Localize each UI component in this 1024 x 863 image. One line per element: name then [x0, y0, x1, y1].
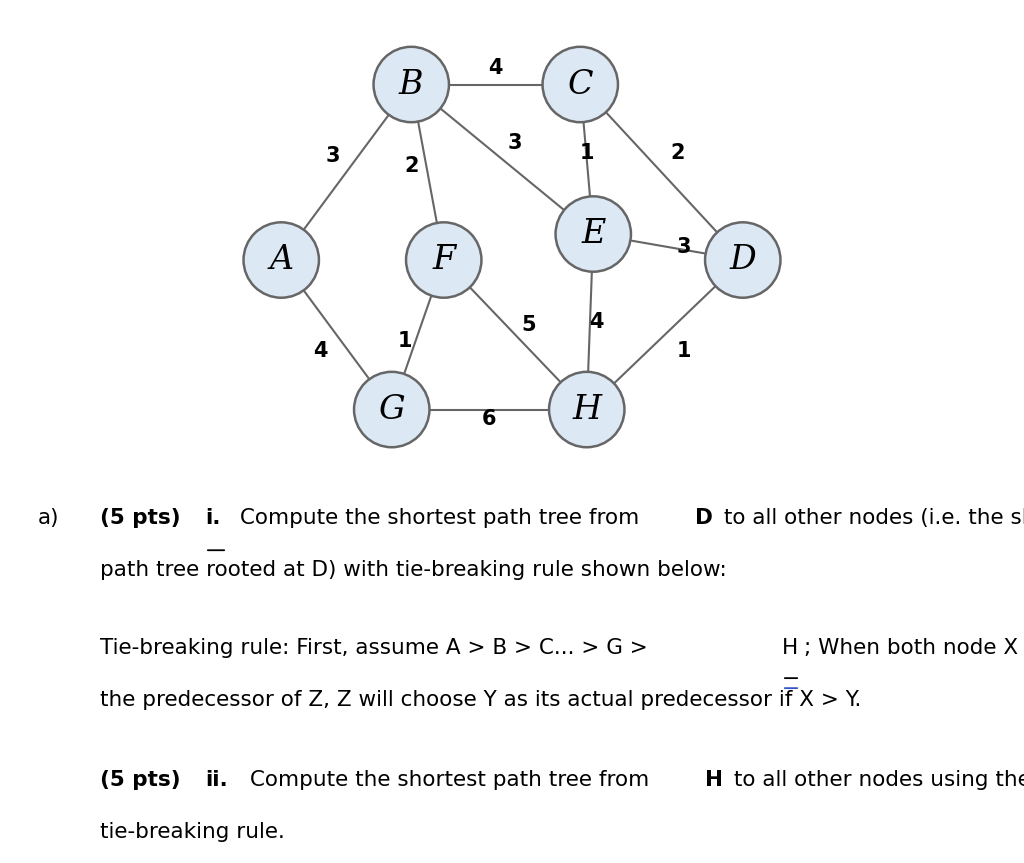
Text: 1: 1: [580, 142, 594, 163]
Text: (5 pts): (5 pts): [100, 508, 188, 528]
Text: D: D: [695, 508, 713, 528]
Text: 1: 1: [677, 341, 691, 361]
Text: E: E: [581, 218, 605, 250]
Text: 3: 3: [677, 237, 691, 257]
Text: to all other nodes (i.e. the shortest: to all other nodes (i.e. the shortest: [717, 508, 1024, 528]
Text: H: H: [572, 394, 601, 425]
Circle shape: [543, 47, 617, 123]
Text: tie-breaking rule.: tie-breaking rule.: [100, 822, 285, 842]
Text: Compute the shortest path tree from: Compute the shortest path tree from: [233, 508, 646, 528]
Text: C: C: [567, 68, 593, 100]
Text: 1: 1: [397, 331, 412, 351]
Text: Compute the shortest path tree from: Compute the shortest path tree from: [243, 770, 656, 790]
Text: 3: 3: [508, 133, 522, 153]
Circle shape: [556, 196, 631, 272]
Text: 4: 4: [589, 312, 604, 331]
Text: B: B: [399, 68, 424, 100]
Text: 4: 4: [488, 59, 503, 79]
Text: 3: 3: [326, 146, 341, 166]
Text: 6: 6: [482, 409, 497, 429]
Text: Tie-breaking rule: First, assume A > B > C... > G >: Tie-breaking rule: First, assume A > B >…: [100, 638, 654, 658]
Circle shape: [244, 223, 318, 298]
Text: a): a): [38, 508, 59, 528]
Text: 5: 5: [521, 315, 536, 335]
Text: (5 pts): (5 pts): [100, 770, 188, 790]
Text: 2: 2: [671, 142, 685, 163]
Circle shape: [549, 372, 625, 447]
Text: ii.: ii.: [205, 770, 227, 790]
Text: 2: 2: [404, 155, 419, 176]
Text: H: H: [705, 770, 723, 790]
Text: ; When both node X and Y can be: ; When both node X and Y can be: [804, 638, 1024, 658]
Text: F: F: [432, 244, 456, 276]
Text: path tree rooted at D) with tie-breaking rule shown below:: path tree rooted at D) with tie-breaking…: [100, 560, 727, 580]
Circle shape: [407, 223, 481, 298]
Text: 4: 4: [313, 341, 328, 361]
Circle shape: [354, 372, 429, 447]
Text: G: G: [379, 394, 406, 425]
Text: the predecessor of Z, Z will choose Y as its actual predecessor if X > Y.: the predecessor of Z, Z will choose Y as…: [100, 690, 861, 710]
Text: i.: i.: [205, 508, 220, 528]
Text: D: D: [729, 244, 756, 276]
Text: to all other nodes using the same: to all other nodes using the same: [727, 770, 1024, 790]
Circle shape: [374, 47, 449, 123]
Circle shape: [706, 223, 780, 298]
Text: A: A: [269, 244, 293, 276]
Text: H: H: [782, 638, 799, 658]
